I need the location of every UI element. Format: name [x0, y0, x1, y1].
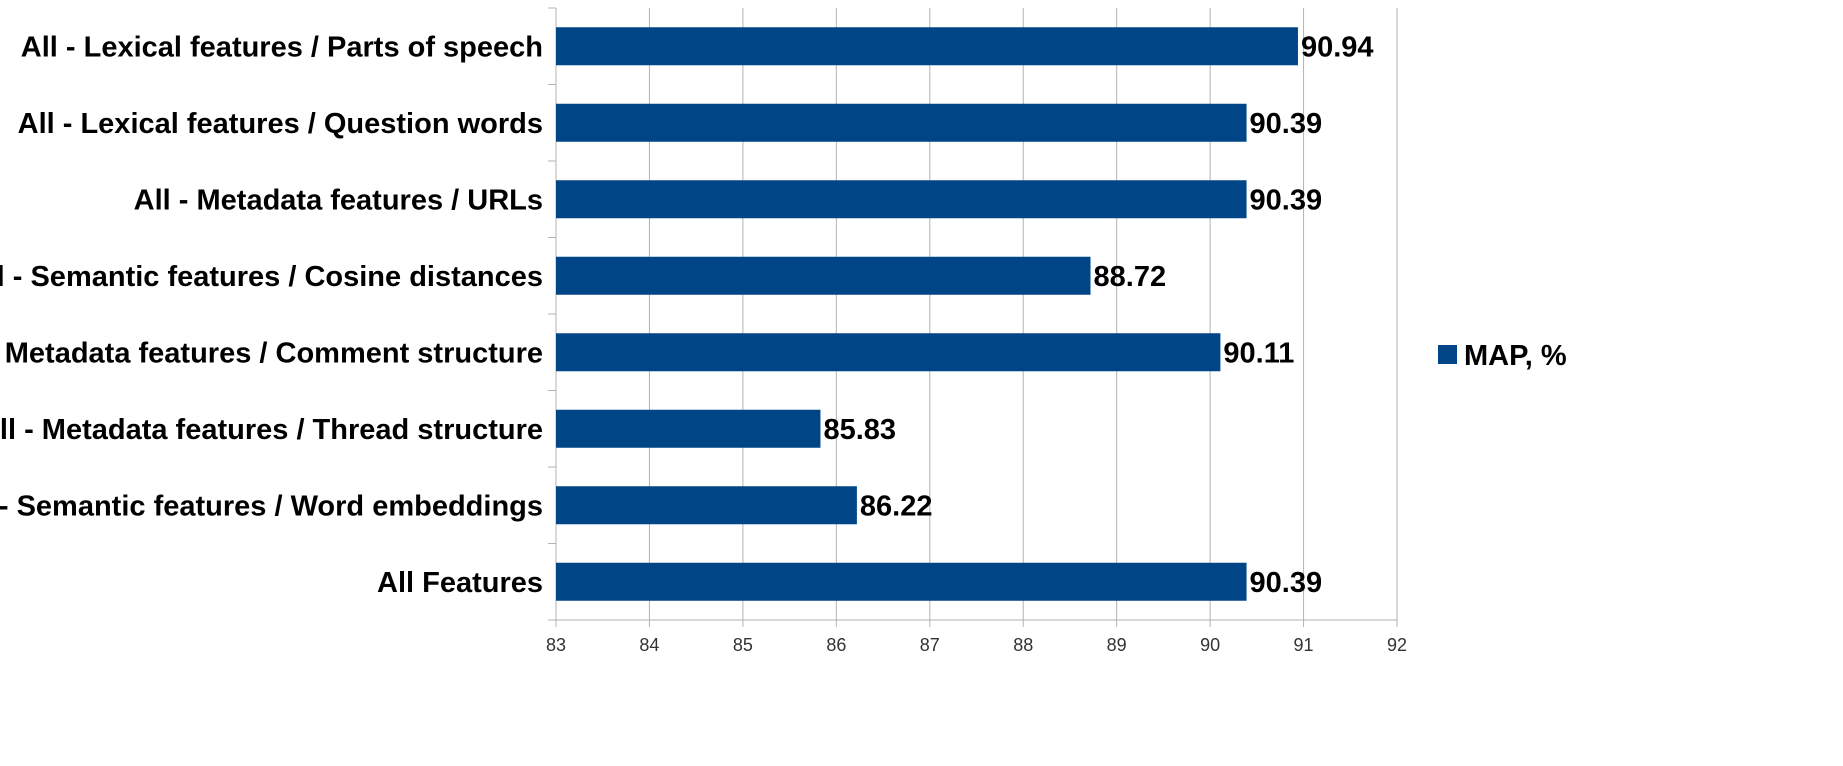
- bar: [556, 486, 857, 525]
- category-label: All Features: [377, 567, 543, 599]
- data-label: 85.83: [823, 414, 896, 446]
- x-tick-label: 87: [920, 635, 940, 655]
- category-label: All - Lexical features / Question words: [18, 108, 543, 140]
- bar: [556, 27, 1298, 66]
- bar: [556, 409, 821, 448]
- category-label: All - Semantic features / Word embedding…: [0, 490, 543, 522]
- grid-lines: [555, 8, 1398, 620]
- category-label: All - Metadata features / Thread structu…: [0, 414, 543, 446]
- x-tick-label: 89: [1107, 635, 1127, 655]
- legend-label: MAP, %: [1464, 340, 1567, 372]
- x-tick-label: 84: [639, 635, 659, 655]
- x-tick-label: 86: [826, 635, 846, 655]
- x-tick-label: 92: [1387, 635, 1407, 655]
- data-label: 90.39: [1250, 108, 1323, 140]
- bar: [556, 562, 1247, 601]
- category-label: All - Metadata features / Comment struct…: [0, 337, 543, 369]
- x-tick-label: 91: [1294, 635, 1314, 655]
- category-label: All - Metadata features / URLs: [134, 184, 543, 216]
- x-tick-label: 85: [733, 635, 753, 655]
- axes: 83 84 85 86 87 88 89 90 91 92: [546, 7, 1407, 655]
- labels: 90.94 All - Lexical features / Parts of s…: [0, 31, 1374, 599]
- x-tick-label: 83: [546, 635, 566, 655]
- x-tick-label: 90: [1200, 635, 1220, 655]
- category-label: All - Semantic features / Cosine distanc…: [0, 261, 543, 293]
- bar: [556, 103, 1247, 142]
- data-label: 90.94: [1301, 31, 1374, 63]
- bar: [556, 180, 1247, 219]
- data-label: 90.11: [1223, 337, 1294, 369]
- legend-swatch: [1438, 345, 1457, 364]
- data-label: 90.39: [1250, 184, 1323, 216]
- bar: [556, 256, 1091, 295]
- x-tick-label: 88: [1013, 635, 1033, 655]
- data-label: 90.39: [1250, 567, 1323, 599]
- bar: [556, 333, 1221, 372]
- data-label: 88.72: [1094, 261, 1167, 293]
- legend: MAP, %: [1438, 340, 1567, 372]
- bars: [556, 27, 1298, 601]
- data-label: 86.22: [860, 490, 933, 522]
- category-label: All - Lexical features / Parts of speech: [21, 31, 543, 63]
